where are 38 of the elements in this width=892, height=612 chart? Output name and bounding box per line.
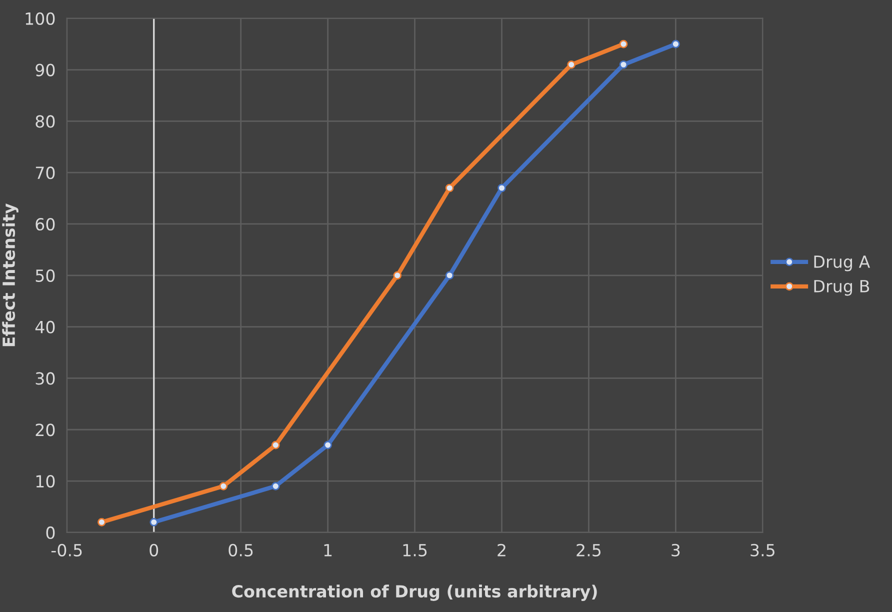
- x-tick-label: 2: [498, 544, 506, 556]
- point: [324, 440, 332, 450]
- y-tick-label: 70: [36, 166, 55, 180]
- point: [619, 60, 628, 69]
- point: [150, 518, 158, 526]
- point: [619, 40, 628, 48]
- y-tick-label: 100: [26, 12, 55, 25]
- y-tick-label: 40: [35, 320, 55, 334]
- legend-label: Drug A: [814, 256, 870, 272]
- point: [98, 518, 106, 526]
- y-tick-label: 0: [46, 526, 55, 540]
- y-tick-label: 60: [36, 218, 55, 231]
- y-axis-title: Effect Intensity: [2, 203, 18, 346]
- point: [219, 482, 228, 490]
- legend-label: Drug B: [814, 280, 870, 296]
- y-tick-label: 30: [36, 372, 55, 385]
- point: [445, 184, 454, 192]
- point: [498, 184, 506, 192]
- x-tick-label: 3.5: [750, 544, 774, 556]
- point: [672, 40, 680, 48]
- x-tick-label: 1.5: [403, 544, 427, 556]
- x-tick-label: -0.5: [51, 544, 82, 556]
- x-tick-label: 0: [150, 544, 158, 556]
- point: [445, 271, 454, 280]
- point: [567, 60, 576, 69]
- x-tick-label: 3: [672, 544, 680, 556]
- point: [393, 271, 402, 280]
- x-tick-label: 0.5: [228, 544, 253, 556]
- y-tick-label: 90: [36, 64, 55, 76]
- point: [271, 482, 280, 490]
- point: [271, 440, 280, 450]
- y-tick-label: 20: [36, 424, 55, 436]
- y-tick-label: 50: [36, 269, 55, 282]
- y-tick-label: 80: [36, 115, 55, 128]
- y-tick-label: 10: [36, 474, 55, 488]
- x-tick-label: 2.5: [576, 544, 601, 556]
- x-axis-title: Concentration of Drug (units arbitrary): [232, 584, 597, 601]
- x-tick-label: 1: [324, 544, 332, 556]
